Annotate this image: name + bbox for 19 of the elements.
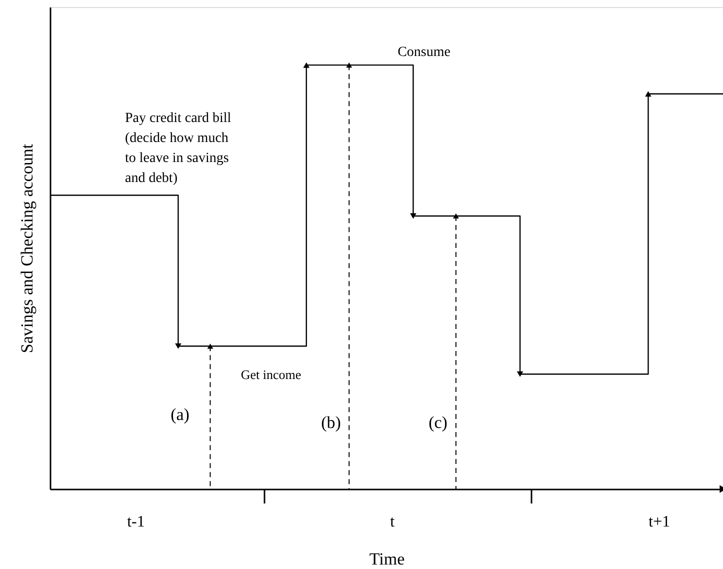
- point: [452, 213, 459, 219]
- point: [303, 62, 310, 68]
- annotation: Get income: [240, 367, 302, 382]
- annotation: (b): [321, 413, 341, 432]
- point: [346, 62, 352, 68]
- x-axis-title: Time: [369, 550, 405, 568]
- text: Consume: [398, 45, 450, 60]
- point: [645, 91, 652, 97]
- annotation: Pay credit card bill (decide how much to leave in savings and debt): [125, 111, 232, 186]
- x-tick-label: t: [390, 514, 396, 530]
- y-axis-title: Savings and Checking account: [18, 144, 36, 354]
- x-tick-label: t-1: [127, 514, 145, 530]
- x-tick-label: t+1: [648, 514, 670, 530]
- annotation: (c): [428, 413, 448, 432]
- point: [410, 213, 416, 219]
- point: [516, 371, 524, 377]
- point: [175, 343, 182, 349]
- point: [207, 344, 214, 349]
- annotation: (a): [170, 405, 190, 424]
